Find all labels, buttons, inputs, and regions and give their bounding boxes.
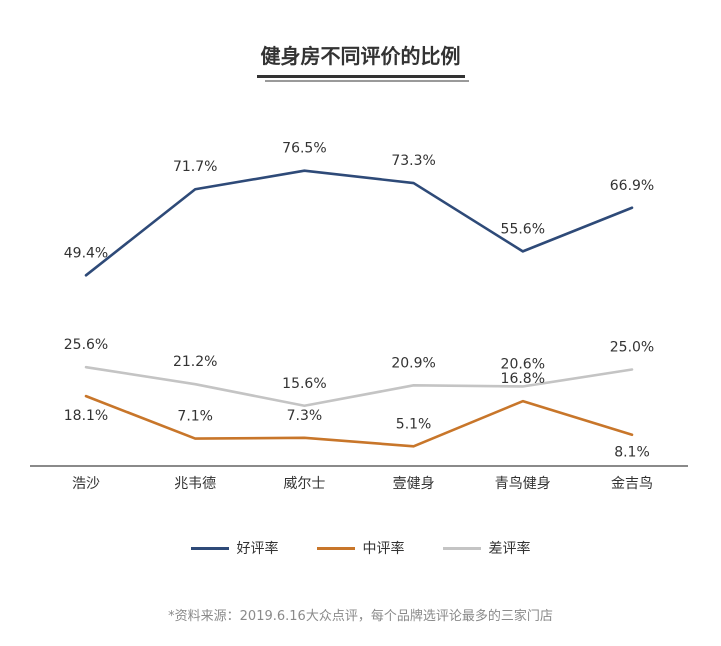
- legend-swatch-medium: [316, 546, 355, 550]
- data-label: 20.9%: [391, 355, 435, 371]
- data-label: 76.5%: [282, 141, 326, 157]
- data-label: 15.6%: [282, 376, 326, 392]
- x-tick-label: 兆韦德: [174, 476, 216, 492]
- data-label: 25.0%: [610, 340, 654, 356]
- legend-item-good: 好评率: [190, 538, 279, 558]
- legend-swatch-good: [190, 546, 229, 550]
- x-tick-label: 威尔士: [283, 476, 325, 492]
- x-tick-label: 壹健身: [393, 476, 435, 492]
- x-tick-label: 金吉鸟: [611, 476, 653, 492]
- data-label: 5.1%: [396, 416, 432, 432]
- x-tick-label: 浩沙: [72, 476, 100, 492]
- legend-label-good: 好评率: [236, 541, 279, 557]
- data-label: 25.6%: [64, 337, 108, 353]
- chart-title: 健身房不同评价的比例: [256, 40, 469, 82]
- series-line-0: [84, 169, 634, 277]
- data-label: 7.3%: [287, 408, 323, 424]
- legend-swatch-bad: [442, 546, 481, 550]
- data-label: 21.2%: [173, 354, 217, 370]
- legend-label-bad: 差评率: [488, 541, 531, 557]
- line-chart: 浩沙 兆韦德 威尔士 壹健身 青鸟健身 金吉鸟 49.4% 71.7% 76.5% 73.3% 55…: [30, 141, 688, 492]
- data-label: 55.6%: [501, 221, 545, 237]
- data-label: 8.1%: [614, 445, 650, 461]
- data-label: 73.3%: [391, 153, 435, 169]
- data-label: 66.9%: [610, 178, 654, 194]
- chart-legend: 好评率 中评率 差评率: [0, 538, 721, 558]
- x-tick-label: 青鸟健身: [495, 476, 551, 492]
- legend-item-bad: 差评率: [442, 538, 531, 558]
- data-label: 49.4%: [64, 245, 108, 261]
- series-line-1: [84, 394, 634, 448]
- data-label: 18.1%: [64, 408, 108, 424]
- legend-label-medium: 中评率: [362, 541, 405, 557]
- series-line-2: [84, 365, 634, 408]
- data-label: 71.7%: [173, 159, 217, 175]
- source-note: *资料来源：2019.6.16大众点评，每个品牌选评论最多的三家门店: [168, 609, 553, 624]
- data-label: 16.8%: [501, 371, 545, 387]
- legend-item-medium: 中评率: [316, 538, 405, 558]
- chart-title-wrap: 健身房不同评价的比例: [0, 40, 721, 82]
- data-label: 20.6%: [501, 356, 545, 372]
- data-label: 7.1%: [177, 409, 213, 425]
